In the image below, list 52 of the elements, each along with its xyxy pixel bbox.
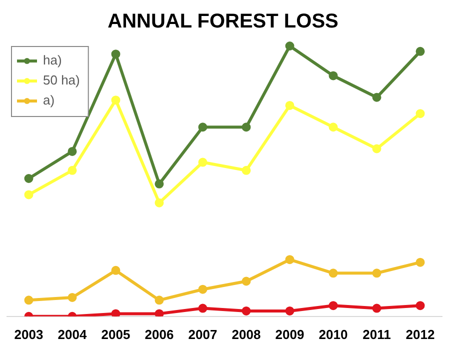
point [198, 284, 208, 294]
point [372, 92, 382, 102]
point [111, 309, 120, 316]
point [285, 100, 294, 110]
point [154, 198, 164, 208]
point [198, 158, 208, 167]
point [416, 258, 425, 267]
x-tick-label: 2011 [362, 326, 391, 342]
point [285, 42, 294, 50]
legend-label: 50 ha) [43, 72, 80, 88]
point [372, 144, 382, 154]
point [328, 301, 338, 310]
point [285, 306, 294, 316]
point [68, 166, 77, 175]
point [68, 146, 77, 156]
point [242, 166, 251, 175]
x-tick-label: 2012 [406, 326, 435, 342]
point [242, 122, 251, 132]
point [198, 122, 208, 132]
chart-title: ANNUAL FOREST LOSS [108, 10, 338, 33]
point [198, 304, 208, 313]
point [154, 179, 164, 188]
point [154, 296, 164, 305]
point [285, 255, 294, 264]
point [242, 306, 251, 316]
point [328, 71, 338, 80]
legend-label: ha) [43, 52, 62, 68]
point [416, 109, 425, 118]
x-tick-label: 2005 [101, 326, 130, 342]
x-tick-label: 2004 [58, 326, 88, 342]
point [111, 266, 120, 275]
point [372, 268, 382, 278]
point [416, 46, 425, 56]
point [111, 50, 120, 59]
point [416, 301, 425, 310]
x-tick-label: 2010 [318, 326, 348, 342]
x-tick-label: 2009 [275, 326, 304, 342]
legend-label: a) [43, 92, 55, 108]
x-tick-label: 2007 [188, 326, 218, 342]
point [328, 122, 338, 132]
point [24, 190, 34, 200]
point [111, 96, 120, 105]
point [24, 174, 34, 183]
point [68, 292, 77, 302]
x-tick-label: 2006 [144, 326, 174, 342]
x-tick-label: 2008 [232, 326, 261, 342]
point [328, 268, 338, 278]
point [242, 276, 251, 286]
point [372, 304, 382, 313]
point [154, 309, 164, 316]
x-tick-label: 2003 [14, 326, 44, 342]
point [24, 296, 34, 305]
